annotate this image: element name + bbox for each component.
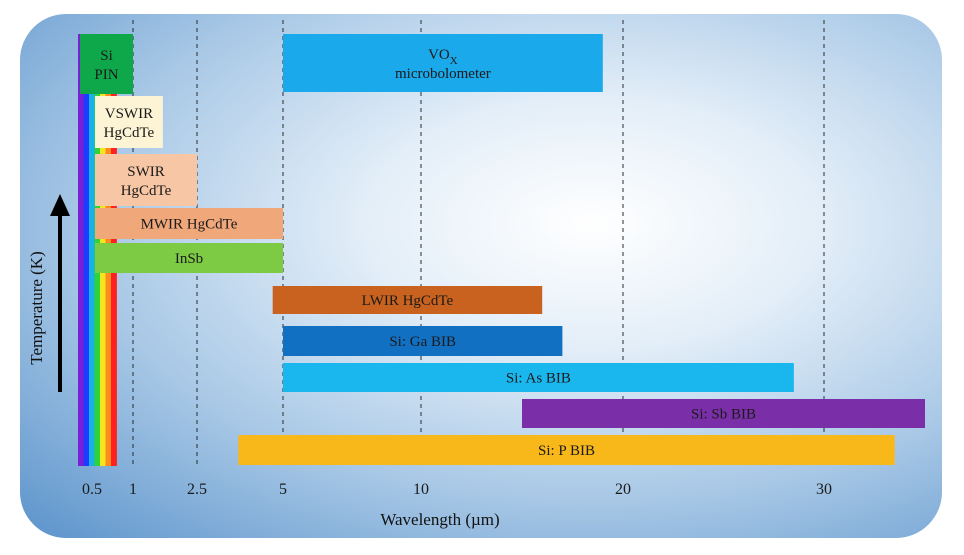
bar-label: Si: Ga BIB: [389, 334, 456, 350]
detector-wavelength-chart: VOXmicrobolometerSiPINVSWIRHgCdTeSWIRHgC…: [27, 20, 925, 529]
bar-label: LWIR HgCdTe: [362, 293, 454, 309]
spectrum-band: [89, 34, 95, 466]
bar-swir-hgcdte: [95, 154, 197, 206]
bar-si-ga-bib: [283, 326, 563, 356]
x-tick-label: 30: [816, 481, 832, 498]
bar-label: SWIR: [127, 164, 165, 180]
bar-vo-x-microbolometer: [283, 34, 603, 92]
temperature-arrow: [50, 194, 70, 392]
bar-label-line2: microbolometer: [395, 66, 491, 82]
bar-lwir-hgcdte: [272, 286, 543, 314]
x-tick-label: 10: [413, 481, 429, 498]
bar-label: Si: P BIB: [538, 443, 595, 459]
bar-label: Si: Sb BIB: [691, 407, 756, 423]
bar-label-line2: PIN: [94, 67, 118, 83]
x-tick-label: 0.5: [82, 481, 102, 498]
bar-si-sb-bib: [522, 399, 925, 428]
bar-si-p-bib: [238, 435, 895, 465]
bar-label: VSWIR: [105, 106, 153, 122]
x-tick-label: 5: [279, 481, 287, 498]
bar-label-line2: HgCdTe: [104, 125, 155, 141]
x-axis-label: Wavelength (µm): [380, 510, 499, 529]
bar-label: InSb: [175, 251, 203, 267]
bar-label: Si: [100, 48, 113, 64]
spectrum-band: [78, 34, 84, 466]
bar-label: MWIR HgCdTe: [141, 217, 238, 233]
bar-insb: [95, 243, 283, 273]
x-tick-label: 1: [129, 481, 137, 498]
bar-vswir-hgcdte: [95, 96, 163, 148]
temperature-arrow-head: [50, 194, 70, 216]
bar-si-as-bib: [283, 363, 794, 392]
detector-bars: VOXmicrobolometerSiPINVSWIRHgCdTeSWIRHgC…: [80, 34, 925, 465]
bar-si-pin: [80, 34, 133, 94]
bar-mwir-hgcdte: [95, 208, 283, 239]
bar-label: Si: As BIB: [506, 371, 571, 387]
spectrum-band: [83, 34, 90, 466]
x-tick-label: 2.5: [187, 481, 207, 498]
x-tick-label: 20: [615, 481, 631, 498]
x-tick-labels: 0.5 1 2.5 5 10 20 30: [82, 481, 832, 498]
bar-label-line2: HgCdTe: [121, 183, 172, 199]
y-axis-label: Temperature (K): [27, 251, 46, 365]
chart-panel: VOX microbolometer Si PIN VSWIR HgCdTe SWIR HgC…: [20, 14, 942, 538]
